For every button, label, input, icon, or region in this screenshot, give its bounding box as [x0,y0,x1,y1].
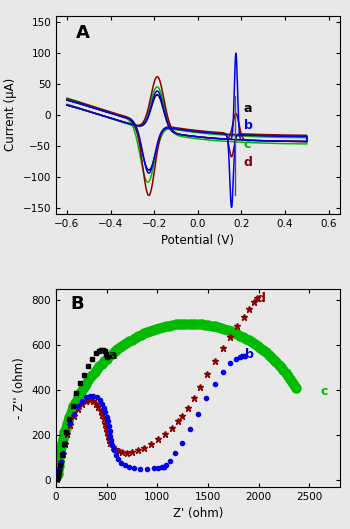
X-axis label: Z' (ohm): Z' (ohm) [173,507,223,520]
X-axis label: Potential (V): Potential (V) [161,234,234,247]
Y-axis label: - Z'' (ohm): - Z'' (ohm) [13,357,26,418]
Text: a: a [244,102,252,115]
Text: c: c [244,138,251,151]
Text: a: a [108,349,117,361]
Text: c: c [320,385,328,397]
Text: b: b [245,348,254,361]
Text: d: d [257,293,265,305]
Text: b: b [244,120,252,132]
Text: B: B [70,295,84,313]
Y-axis label: Current (μA): Current (μA) [4,78,17,151]
Text: d: d [244,157,252,169]
Text: A: A [76,24,90,42]
